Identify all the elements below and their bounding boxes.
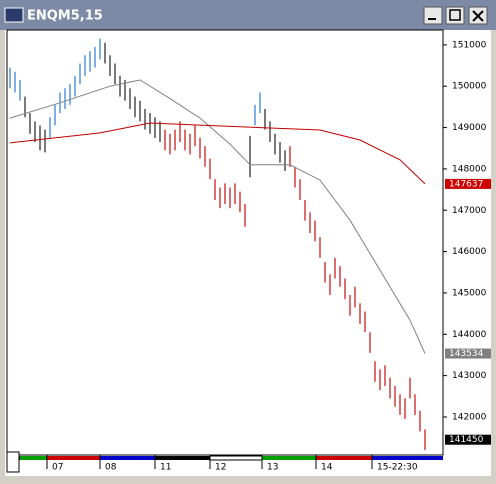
chart-area [5,30,491,476]
price-label: 143534 [449,349,484,359]
window-title: ENQM5,15 [27,9,103,24]
title-bar [0,0,496,30]
y-tick-label: 148000 [452,164,487,174]
moving-average [9,79,426,354]
session-segment [100,456,155,460]
session-segment [372,456,443,460]
price-label: 141450 [449,435,484,445]
price-label-box [445,178,491,189]
y-tick-label: 151000 [452,40,487,50]
maximize-icon [449,9,461,21]
x-tick-label: 11 [160,463,171,473]
x-tick-label: 08 [105,463,117,473]
x-tick-label: 12 [215,463,226,473]
price-label-box [445,348,491,359]
plot-frame [6,29,444,456]
x-tick-label: 15-22:30 [377,463,418,473]
x-tick-label: 07 [52,463,63,473]
y-tick-label: 142000 [452,412,487,422]
session-segment [316,456,372,460]
session-segment [20,456,47,460]
moving-average [9,122,426,185]
price-label-box [445,434,491,445]
y-tick-label: 149000 [452,123,487,133]
window-buttons[interactable] [423,6,488,25]
y-tick-label: 145000 [452,288,487,298]
window-icon [4,7,24,23]
session-segment [47,456,100,460]
y-tick-label: 150000 [452,82,487,92]
session-segment [209,455,263,461]
y-tick-label: 146000 [452,247,487,257]
session-segment [262,456,316,460]
y-tick-label: 147000 [452,206,487,216]
x-tick-label: 13 [267,463,278,473]
close-icon [472,10,484,22]
y-tick-label: 143000 [452,371,487,381]
y-tick-label: 144000 [452,330,487,340]
x-tick-label: 14 [321,463,333,473]
minimize-button[interactable] [423,6,443,25]
price-label: 147637 [449,179,483,189]
scroll-box[interactable] [6,451,20,473]
